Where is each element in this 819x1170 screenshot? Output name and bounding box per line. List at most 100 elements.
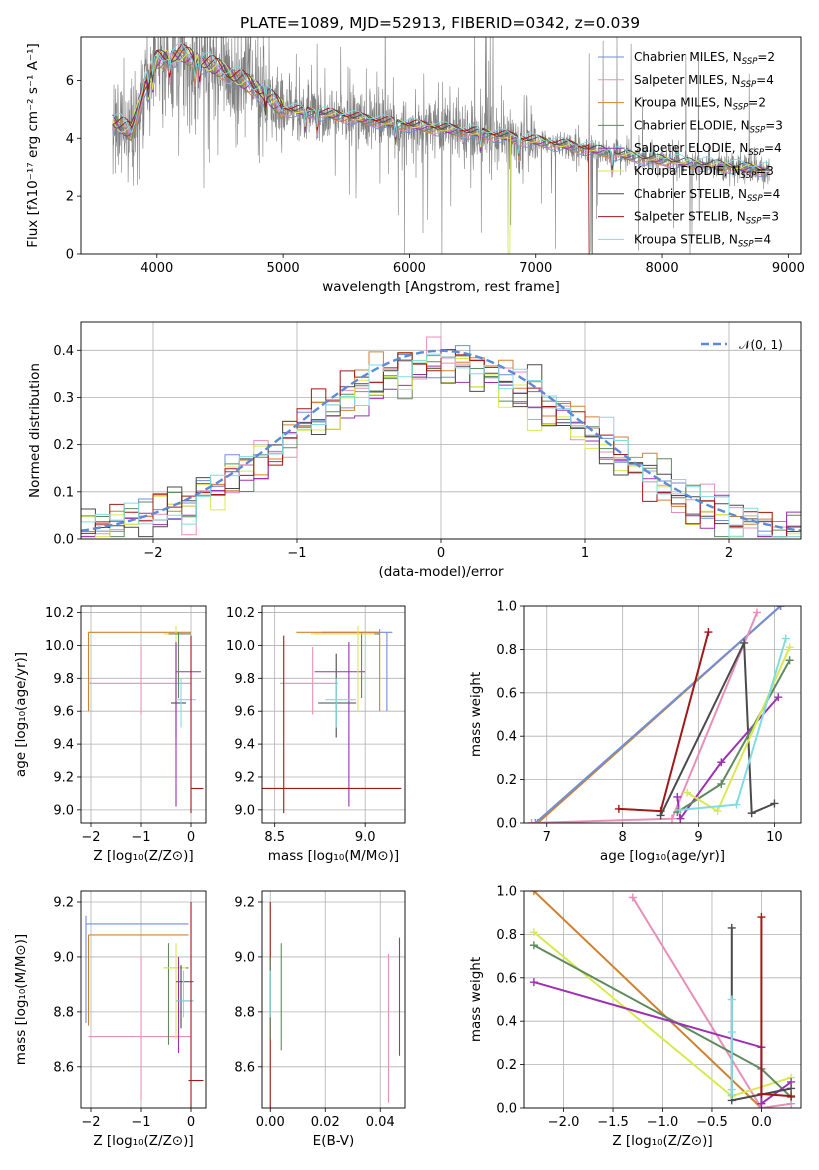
plus-marker [529, 891, 538, 895]
model-spectrum-salpeter-stelib [112, 43, 590, 254]
x-tick-label: 8.5 [264, 830, 285, 845]
model-spectrum-kroupa-stelib [112, 42, 770, 168]
plus-marker [656, 811, 665, 820]
series-chabrier-stelib [727, 923, 796, 1105]
plus-marker [776, 606, 785, 610]
x-tick-label: −1.5 [597, 1115, 629, 1130]
point-chabrier-elodie [168, 632, 191, 699]
plus-marker [770, 799, 779, 808]
legend-entry-salpeter-miles: Salpeter MILES, NSSP=4 [634, 73, 774, 90]
axes-frame [80, 890, 207, 1109]
model-spectrum-kroupa-miles [112, 49, 770, 174]
plus-marker [717, 758, 726, 767]
panel-age-vs-Z: −2 −1 0 9.0 9.2 9.4 9.6 9.8 10.0 10.2 Z [log₁₀(Z/Z… [13, 605, 207, 864]
x-tick-label: −2.0 [548, 1115, 580, 1130]
point-kroupa-miles [296, 629, 381, 712]
y-tick-label: 9.4 [53, 738, 74, 753]
point-kroupa-miles [87, 631, 191, 712]
plus-marker [747, 809, 756, 818]
y-tick-label: 0.2 [53, 438, 74, 453]
y-tick-label: 9.2 [234, 895, 255, 910]
y-tick-label: 0.6 [496, 971, 517, 986]
y-tick-label: 9.8 [53, 672, 74, 687]
y-axis-label: Normed distribution [27, 363, 43, 498]
panel-weight-vs-age: 7 8 9 10 0.0 0.2 0.4 0.6 0.8 1.0 age [log₁₀(age/yr… [468, 600, 802, 864]
y-tick-label: 0.6 [496, 686, 517, 701]
y-tick-label: 2 [66, 190, 74, 205]
series-line [533, 891, 763, 1108]
y-tick-label: 9.2 [53, 770, 74, 785]
model-spectrum-chabrier-elodie [112, 49, 770, 173]
legend-entry-chabrier-elodie: Chabrier ELODIE, NSSP=3 [634, 118, 783, 135]
plus-marker [785, 656, 794, 665]
plus-marker [785, 643, 794, 652]
axes-frame [80, 605, 207, 824]
plot-area-mass-vs-Z [85, 901, 204, 1108]
plus-marker [628, 893, 637, 902]
series-salpeter-stelib [614, 628, 713, 816]
series-salpeter-miles [527, 608, 761, 823]
x-tick-label: −0.5 [696, 1115, 728, 1130]
y-tick-label: 0.3 [53, 391, 74, 406]
axes-frame [523, 605, 802, 824]
plot-area-spectrum [112, 37, 770, 254]
y-tick-label: 9.0 [234, 950, 255, 965]
legend-entry-kroupa-elodie: Kroupa ELODIE, NSSP=3 [634, 164, 774, 181]
x-tick-label: 0 [187, 830, 195, 845]
y-tick-label: 0.8 [496, 643, 517, 658]
series-line [534, 606, 782, 823]
series-line [676, 696, 779, 822]
x-tick-label: −2 [143, 546, 162, 561]
y-tick-label: 9.0 [53, 803, 74, 818]
x-axis-label: Z [log₁₀(Z/Z⊙)] [612, 1133, 712, 1149]
x-tick-label: 9 [694, 830, 702, 845]
y-tick-label: 9.0 [53, 950, 74, 965]
y-tick-label: 8.6 [234, 1060, 255, 1075]
plus-marker [527, 819, 536, 823]
legend-entry-chabrier-stelib: Chabrier STELIB, NSSP=4 [634, 187, 780, 204]
point-kroupa-elodie [310, 625, 375, 712]
series-salpeter-elodie [673, 693, 783, 823]
point-kroupa-stelib [176, 678, 196, 728]
plot-area-age-vs-mass [262, 625, 402, 814]
legend-entry-kroupa-miles: Kroupa MILES, NSSP=2 [634, 96, 766, 113]
y-tick-label: 10.2 [45, 606, 74, 621]
y-tick-label: 10.0 [226, 639, 255, 654]
y-tick-label: 0.2 [496, 1058, 517, 1073]
plus-marker [740, 638, 749, 647]
plus-marker [727, 1028, 736, 1037]
y-tick-label: 0.4 [496, 1015, 517, 1030]
plot-area-mass-vs-EBV [269, 901, 401, 1108]
panel-residuals: −2 −1 0 1 2 0.0 0.1 0.2 0.3 0.4 (data-model)/error… [27, 321, 802, 580]
axes-frame [80, 321, 802, 540]
plus-marker [732, 800, 741, 809]
x-tick-label: 0.04 [366, 1115, 395, 1130]
plus-marker [717, 779, 726, 788]
plus-marker [614, 804, 623, 813]
y-tick-label: 10.0 [45, 639, 74, 654]
x-tick-label: 9000 [772, 261, 805, 276]
x-axis-label: mass [log₁₀(M/M⊙)] [268, 848, 399, 864]
plus-marker [727, 1090, 736, 1099]
legend-entry-chabrier-miles: Chabrier MILES, NSSP=2 [634, 50, 775, 67]
point-salpeter-stelib [190, 635, 204, 814]
series-line [631, 896, 792, 1108]
y-axis-label: mass [log₁₀(M/M⊙)] [13, 934, 29, 1065]
plus-marker [727, 995, 736, 1004]
axes-frame [80, 36, 802, 255]
series-kroupa-stelib [675, 634, 790, 814]
axes-frame [261, 605, 406, 824]
y-tick-label: 9.2 [53, 895, 74, 910]
series-kroupa-stelib [727, 995, 736, 1099]
point-salpeter-stelib [262, 635, 402, 814]
plot-area-weight-vs-age [527, 606, 794, 823]
legend-entry-salpeter-elodie: Salpeter ELODIE, NSSP=4 [634, 141, 782, 158]
x-tick-label: −2 [81, 1115, 100, 1130]
point-salpeter-miles [88, 647, 191, 715]
y-tick-label: 9.2 [234, 770, 255, 785]
point-kroupa-stelib [325, 678, 357, 728]
point-kroupa-miles [87, 934, 189, 1026]
x-tick-label: 0.02 [311, 1115, 340, 1130]
model-spectrum-salpeter-miles [112, 50, 769, 176]
